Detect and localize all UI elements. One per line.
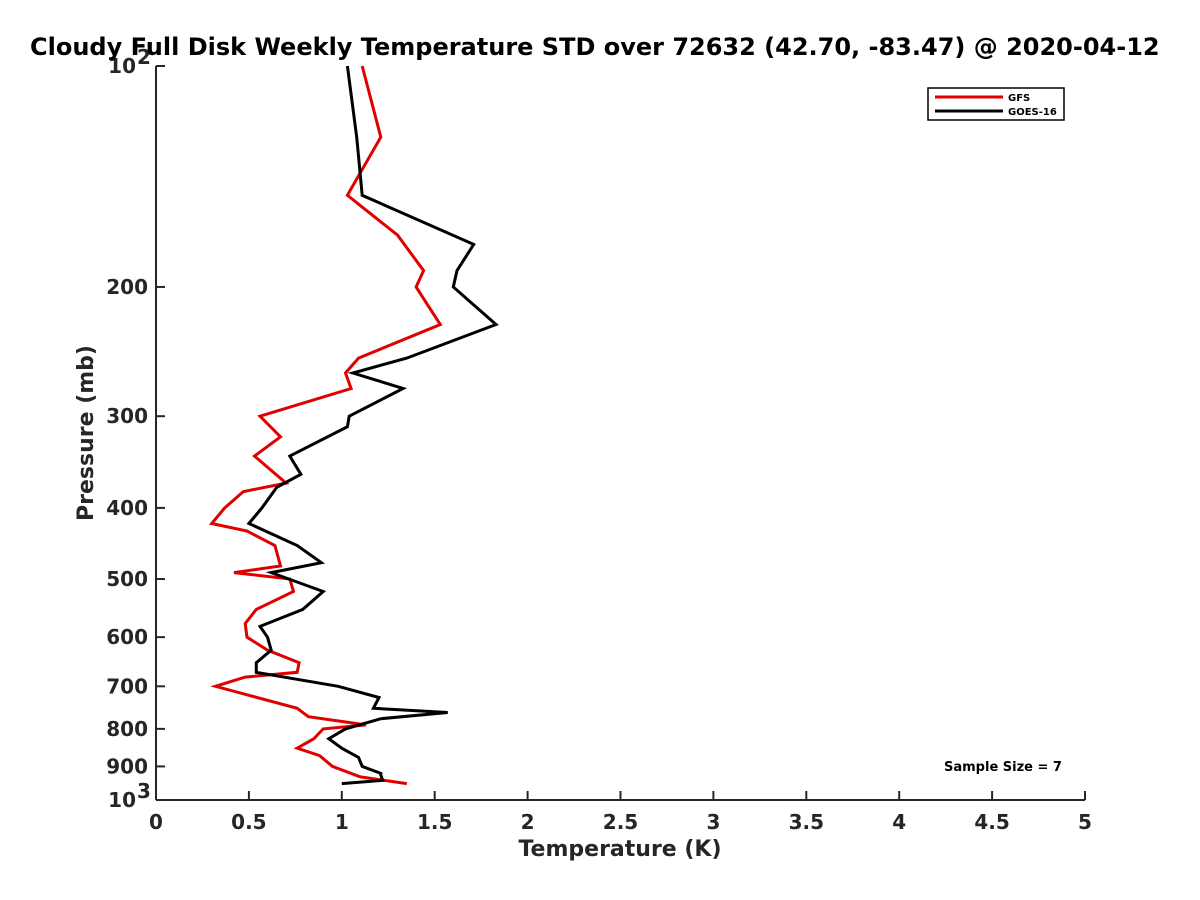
y-tick-label: 800 xyxy=(106,717,148,741)
x-tick-label: 5 xyxy=(1078,810,1092,834)
y-tick-label: 900 xyxy=(106,754,148,778)
series-line-goes-16 xyxy=(246,65,499,786)
y-tick-label: 600 xyxy=(106,625,148,649)
x-tick-label: 3.5 xyxy=(789,810,824,834)
y-tick-label: 10 xyxy=(108,788,136,812)
x-tick-label: 0 xyxy=(149,810,163,834)
x-tick-label: 1.5 xyxy=(417,810,452,834)
x-tick-label: 2 xyxy=(521,810,535,834)
y-axis-label: Pressure (mb) xyxy=(74,345,99,521)
x-tick-label: 4 xyxy=(892,810,906,834)
x-tick-label: 1 xyxy=(335,810,349,834)
chart-title: Cloudy Full Disk Weekly Temperature STD … xyxy=(30,33,1160,61)
y-tick-exponent: 3 xyxy=(137,779,151,803)
y-tick-label: 200 xyxy=(106,275,148,299)
legend-label-goes-16: GOES-16 xyxy=(1008,107,1057,118)
x-tick-label: 2.5 xyxy=(603,810,638,834)
legend-box xyxy=(927,87,1065,121)
x-tick-label: 0.5 xyxy=(231,810,266,834)
y-tick-label: 500 xyxy=(106,567,148,591)
x-tick-label: 4.5 xyxy=(974,810,1009,834)
series-line-gfs xyxy=(208,65,443,786)
y-tick-label: 700 xyxy=(106,674,148,698)
y-tick-label: 400 xyxy=(106,496,148,520)
y-tick-label: 10 xyxy=(108,54,136,78)
sample-size-annotation: Sample Size = 7 xyxy=(944,760,1062,775)
y-tick-label: 300 xyxy=(106,404,148,428)
plot-area: 0 0.5 1 1.5 2 2.5 3 3.5 4 4.5 510 22003004005006007… xyxy=(106,45,1092,834)
y-tick-exponent: 2 xyxy=(137,45,151,69)
x-axis-label: Temperature (K) xyxy=(518,837,721,862)
legend-label-gfs: GFS xyxy=(1008,93,1030,104)
x-tick-label: 3 xyxy=(706,810,720,834)
